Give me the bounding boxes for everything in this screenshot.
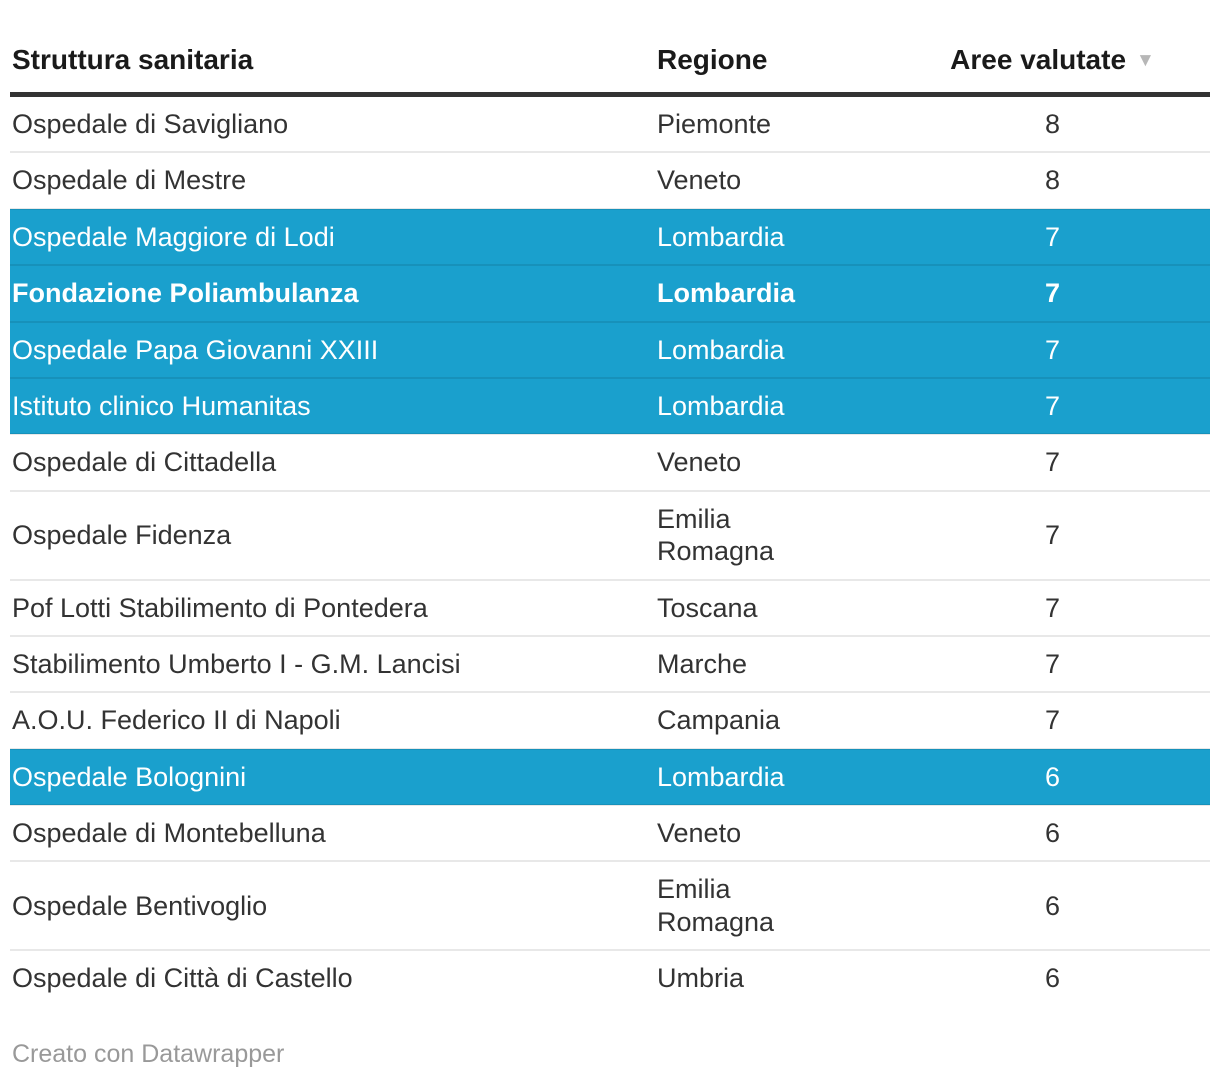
cell-regione: Lombardia: [655, 747, 935, 806]
table-row: Ospedale di Mestre Veneto 8: [10, 151, 1210, 209]
cell-aree: 8: [1044, 109, 1061, 139]
cell-struttura: Ospedale di Cittadella: [10, 433, 655, 491]
cell-struttura: Ospedale Fidenza: [10, 489, 655, 580]
cell-aree: 7: [935, 634, 1210, 693]
cell-aree: 6: [935, 860, 1210, 951]
cell-regione: Toscana: [655, 578, 935, 636]
table-header: Struttura sanitaria Regione Aree valutat…: [10, 38, 1210, 97]
cell-regione: Veneto: [655, 151, 935, 209]
column-header-struttura[interactable]: Struttura sanitaria: [10, 38, 655, 97]
cell-aree: 7: [935, 376, 1210, 435]
table-row: Ospedale di Cittadella Veneto 7: [10, 433, 1210, 491]
cell-regione: Lombardia: [655, 207, 935, 266]
cell-regione: Lombardia: [655, 264, 935, 322]
cell-struttura: Ospedale di Mestre: [10, 151, 655, 209]
table-row: Ospedale Fidenza Emilia Romagna 7: [10, 489, 1210, 580]
cell-struttura: Ospedale di Città di Castello: [10, 949, 655, 1006]
datawrapper-credit[interactable]: Creato con Datawrapper: [12, 1039, 285, 1068]
table-row: Ospedale di Montebelluna Veneto 6: [10, 804, 1210, 862]
column-header-aree[interactable]: Aree valutate ▼: [935, 38, 1210, 97]
cell-struttura: A.O.U. Federico II di Napoli: [10, 691, 655, 749]
cell-struttura: Ospedale Papa Giovanni XXIII: [10, 320, 655, 378]
cell-struttura: Ospedale di Montebelluna: [10, 804, 655, 862]
cell-struttura: Pof Lotti Stabilimento di Pontedera: [10, 578, 655, 636]
table-row-highlighted-bold: Fondazione Poliambulanza Lombardia 7: [10, 264, 1210, 322]
cell-aree: 7: [935, 264, 1210, 322]
sort-desc-icon[interactable]: ▼: [1136, 50, 1155, 71]
table-row-highlighted: Ospedale Maggiore di Lodi Lombardia 7: [10, 207, 1210, 266]
cell-aree: 6: [935, 747, 1210, 806]
cell-aree: 7: [935, 433, 1210, 491]
cell-regione: Lombardia: [655, 376, 935, 435]
cell-regione: Emilia Romagna: [655, 860, 935, 951]
table-row: Ospedale Bentivoglio Emilia Romagna 6: [10, 860, 1210, 951]
table-row: A.O.U. Federico II di Napoli Campania 7: [10, 691, 1210, 749]
cell-aree: 7: [935, 489, 1210, 580]
table-body: Ospedale di Savigliano Piemonte 8 Ospeda…: [10, 95, 1210, 1006]
cell-regione: Emilia Romagna: [655, 489, 935, 580]
table-row-highlighted: Ospedale Papa Giovanni XXIII Lombardia 7: [10, 320, 1210, 378]
table-row: Ospedale di Savigliano Piemonte 8: [10, 95, 1210, 153]
cell-aree: 7: [935, 691, 1210, 749]
table-row: Stabilimento Umberto I - G.M. Lancisi Ma…: [10, 634, 1210, 693]
health-facilities-table: Struttura sanitaria Regione Aree valutat…: [10, 38, 1210, 1006]
cell-regione: Veneto: [655, 433, 935, 491]
column-header-aree-label: Aree valutate: [950, 44, 1127, 75]
table-row-highlighted: Ospedale Bolognini Lombardia 6: [10, 747, 1210, 806]
cell-aree: 6: [935, 804, 1210, 862]
table-row: Pof Lotti Stabilimento di Pontedera Tosc…: [10, 578, 1210, 636]
cell-aree: 7: [935, 320, 1210, 378]
cell-aree: 7: [935, 207, 1210, 266]
cell-struttura: Istituto clinico Humanitas: [10, 376, 655, 435]
cell-regione: Umbria: [655, 949, 935, 1006]
cell-struttura: Fondazione Poliambulanza: [10, 264, 655, 322]
cell-struttura: Stabilimento Umberto I - G.M. Lancisi: [10, 634, 655, 693]
cell-struttura: Ospedale di Savigliano: [12, 109, 289, 139]
cell-regione: Veneto: [655, 804, 935, 862]
cell-regione: Marche: [655, 634, 935, 693]
column-header-regione[interactable]: Regione: [655, 38, 935, 97]
cell-regione: Campania: [655, 691, 935, 749]
cell-aree: 7: [935, 578, 1210, 636]
cell-struttura: Ospedale Bolognini: [10, 747, 655, 806]
cell-aree: 8: [935, 151, 1210, 209]
cell-aree: 6: [935, 949, 1210, 1006]
cell-regione: Piemonte: [657, 109, 772, 139]
cell-struttura: Ospedale Maggiore di Lodi: [10, 207, 655, 266]
header-row: Struttura sanitaria Regione Aree valutat…: [10, 38, 1210, 97]
table-row-highlighted: Istituto clinico Humanitas Lombardia 7: [10, 376, 1210, 435]
cell-struttura: Ospedale Bentivoglio: [10, 860, 655, 951]
table-row: Ospedale di Città di Castello Umbria 6: [10, 949, 1210, 1006]
cell-regione: Lombardia: [655, 320, 935, 378]
